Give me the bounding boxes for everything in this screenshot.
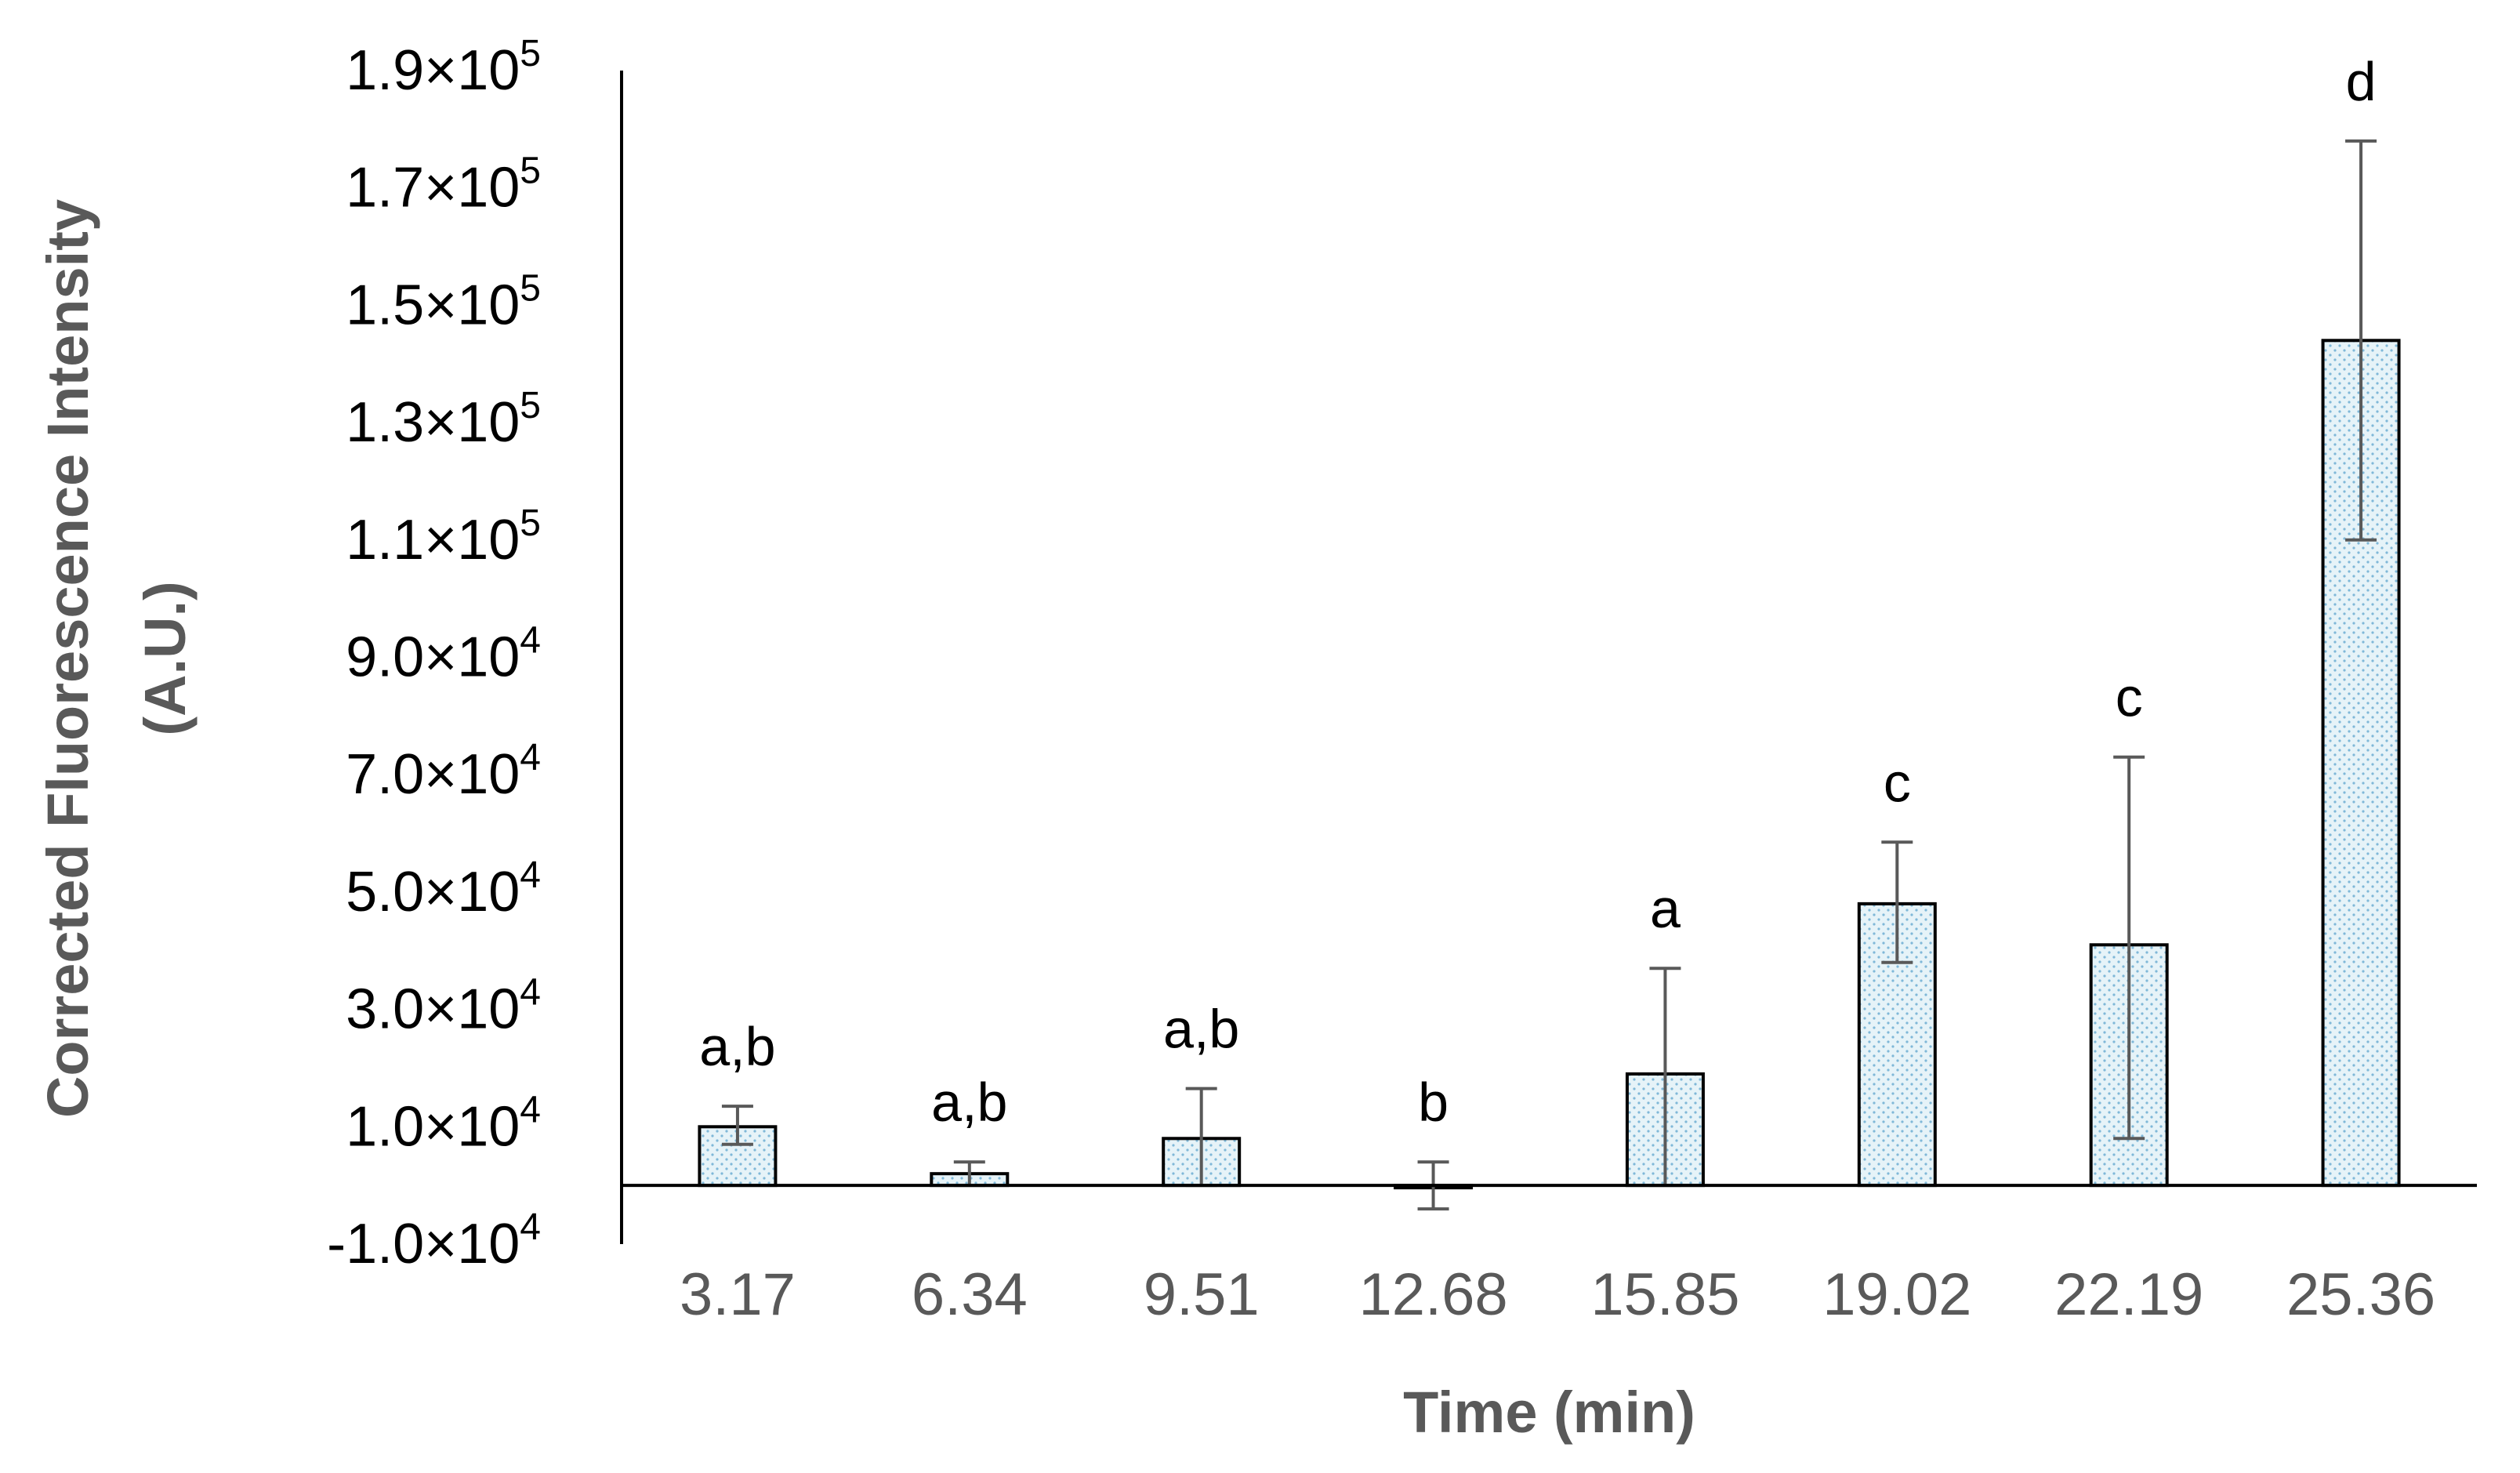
y-tick-label: 9.0×104 — [346, 620, 541, 689]
significance-label: d — [2346, 51, 2377, 112]
x-tick-label: 3.17 — [680, 1261, 796, 1328]
y-tick-label: 1.1×105 — [346, 502, 541, 571]
y-tick-label: 1.5×105 — [346, 267, 541, 336]
y-tick-label: -1.0×104 — [327, 1206, 541, 1275]
error-bar — [721, 1105, 753, 1146]
error-bar — [1881, 840, 1913, 964]
significance-label: c — [1884, 752, 1911, 813]
significance-label: c — [2116, 667, 2143, 728]
significance-label: b — [1418, 1072, 1449, 1133]
significance-label: a — [1650, 878, 1681, 939]
axes-group — [620, 71, 2477, 1244]
y-axis-title: Corrected Fluorescence Intensity (A.U.) — [35, 199, 198, 1118]
x-tick-label: 9.51 — [1144, 1261, 1260, 1328]
significance-label: a,b — [931, 1072, 1007, 1133]
x-tick-label: 19.02 — [1822, 1261, 1971, 1328]
x-tick-label: 25.36 — [2286, 1261, 2435, 1328]
x-axis-tick-labels: 3.17 6.34 9.51 12.68 15.85 19.02 22.19 25.36 — [680, 1261, 2435, 1328]
x-tick-label: 12.68 — [1358, 1261, 1507, 1328]
x-axis-title: Time (min) — [1403, 1380, 1695, 1445]
y-tick-label: 1.9×105 — [346, 33, 541, 102]
y-axis-title-line-2: (A.U.) — [132, 581, 198, 735]
error-bar — [2113, 755, 2145, 1141]
x-tick-label: 15.85 — [1590, 1261, 1739, 1328]
y-tick-label: 3.0×104 — [346, 972, 541, 1041]
y-tick-label: 5.0×104 — [346, 854, 541, 923]
y-tick-label: 7.0×104 — [346, 737, 541, 806]
y-axis-tick-labels: 1.9×105 1.7×105 1.5×105 1.3×105 1.1×105 9.0×1… — [327, 33, 541, 1275]
significance-labels-group: a,b a,b a,b b a c c d — [699, 51, 2376, 1133]
bars-group — [698, 339, 2401, 1190]
y-axis-title-line-1: Corrected Fluorescence Intensity — [35, 199, 100, 1118]
error-bar — [2345, 139, 2377, 542]
significance-label: a,b — [1163, 999, 1239, 1060]
y-tick-label: 1.3×105 — [346, 385, 541, 454]
significance-label: a,b — [699, 1016, 775, 1077]
y-tick-label: 1.7×105 — [346, 151, 541, 219]
x-tick-label: 22.19 — [2054, 1261, 2203, 1328]
y-tick-label: 1.0×104 — [346, 1089, 541, 1158]
x-tick-label: 6.34 — [912, 1261, 1028, 1328]
